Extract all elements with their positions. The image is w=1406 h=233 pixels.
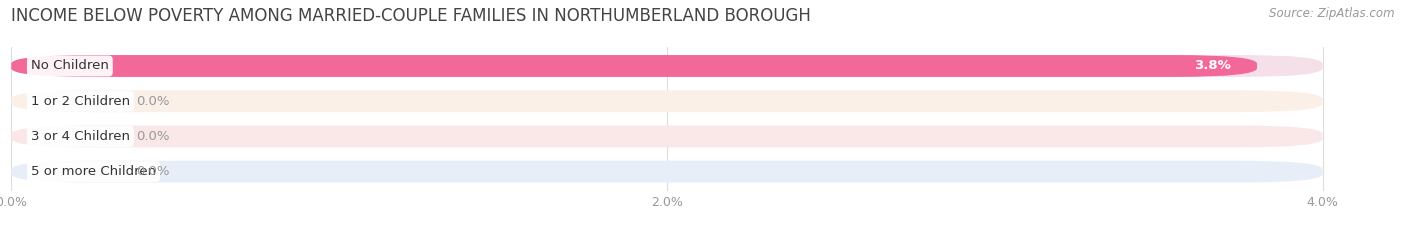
- Text: 0.0%: 0.0%: [136, 165, 169, 178]
- FancyBboxPatch shape: [11, 126, 1323, 147]
- Text: Source: ZipAtlas.com: Source: ZipAtlas.com: [1270, 7, 1395, 20]
- Text: 0.0%: 0.0%: [136, 95, 169, 108]
- Text: INCOME BELOW POVERTY AMONG MARRIED-COUPLE FAMILIES IN NORTHUMBERLAND BOROUGH: INCOME BELOW POVERTY AMONG MARRIED-COUPL…: [11, 7, 811, 25]
- FancyBboxPatch shape: [11, 55, 1323, 77]
- FancyBboxPatch shape: [11, 90, 1323, 112]
- FancyBboxPatch shape: [11, 55, 1257, 77]
- Text: 5 or more Children: 5 or more Children: [31, 165, 156, 178]
- Text: 0.0%: 0.0%: [136, 130, 169, 143]
- Text: 1 or 2 Children: 1 or 2 Children: [31, 95, 129, 108]
- Text: 3 or 4 Children: 3 or 4 Children: [31, 130, 129, 143]
- Text: 3.8%: 3.8%: [1194, 59, 1230, 72]
- FancyBboxPatch shape: [11, 161, 1323, 183]
- Text: No Children: No Children: [31, 59, 108, 72]
